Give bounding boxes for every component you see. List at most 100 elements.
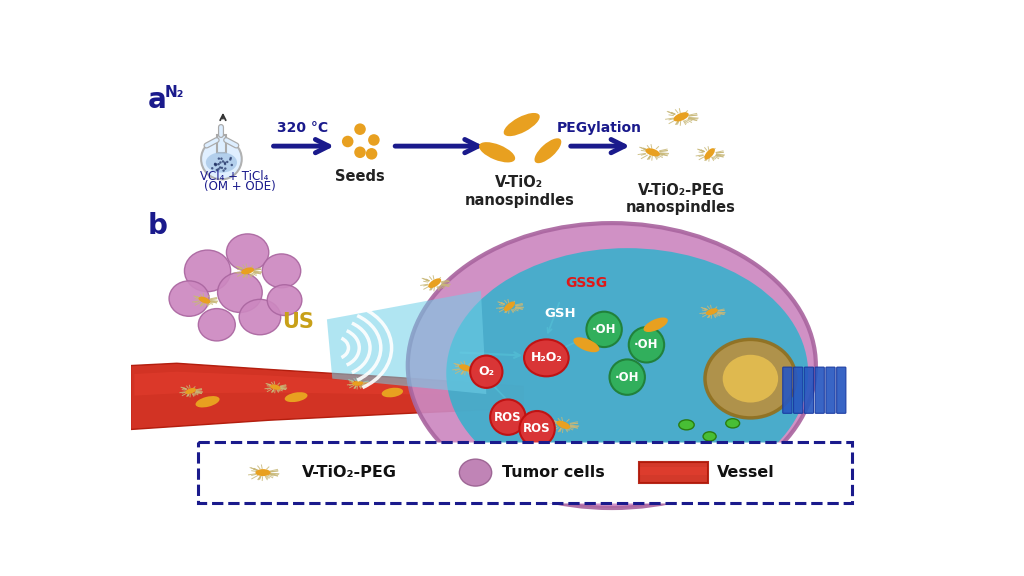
Ellipse shape [460, 459, 492, 486]
Polygon shape [327, 291, 486, 394]
Ellipse shape [706, 308, 718, 315]
Ellipse shape [573, 338, 599, 353]
Ellipse shape [428, 278, 441, 288]
Circle shape [221, 166, 223, 169]
Circle shape [366, 148, 378, 160]
Circle shape [470, 355, 503, 388]
Text: H₂O₂: H₂O₂ [530, 351, 562, 365]
Circle shape [368, 134, 380, 146]
Circle shape [354, 146, 366, 158]
Circle shape [214, 163, 216, 165]
Circle shape [224, 163, 226, 165]
Ellipse shape [446, 248, 808, 498]
Circle shape [214, 164, 217, 166]
Circle shape [629, 327, 665, 362]
Ellipse shape [723, 355, 778, 403]
Ellipse shape [185, 388, 196, 394]
Ellipse shape [241, 267, 254, 274]
FancyBboxPatch shape [804, 367, 813, 414]
FancyBboxPatch shape [837, 367, 846, 414]
Text: O₂: O₂ [478, 365, 495, 378]
Polygon shape [134, 372, 519, 396]
Ellipse shape [285, 392, 307, 402]
FancyBboxPatch shape [815, 367, 824, 414]
Ellipse shape [196, 396, 219, 407]
Ellipse shape [255, 469, 270, 476]
Ellipse shape [524, 339, 568, 376]
Text: ·OH: ·OH [592, 323, 616, 336]
Ellipse shape [643, 317, 668, 332]
Ellipse shape [674, 112, 689, 122]
FancyBboxPatch shape [826, 367, 836, 414]
Circle shape [222, 169, 225, 172]
Ellipse shape [556, 420, 570, 429]
Text: ·OH: ·OH [615, 370, 639, 384]
Circle shape [218, 157, 220, 160]
Text: GSSG: GSSG [565, 276, 607, 290]
Ellipse shape [408, 223, 816, 508]
Ellipse shape [199, 309, 236, 341]
Circle shape [519, 411, 555, 446]
Ellipse shape [217, 272, 262, 312]
FancyBboxPatch shape [782, 367, 792, 414]
Circle shape [230, 164, 233, 166]
FancyBboxPatch shape [199, 442, 852, 503]
Text: ·OH: ·OH [634, 338, 658, 351]
Ellipse shape [504, 301, 515, 311]
Ellipse shape [240, 300, 281, 335]
Circle shape [219, 161, 221, 164]
Ellipse shape [535, 138, 561, 163]
Circle shape [354, 123, 366, 135]
Text: Tumor cells: Tumor cells [502, 465, 604, 480]
Text: V-TiO₂
nanospindles: V-TiO₂ nanospindles [465, 175, 574, 208]
Ellipse shape [705, 339, 796, 418]
Circle shape [220, 157, 222, 160]
Circle shape [609, 359, 645, 395]
Ellipse shape [352, 381, 364, 386]
Ellipse shape [645, 148, 659, 156]
Circle shape [222, 160, 224, 162]
Text: (OM + ODE): (OM + ODE) [205, 180, 276, 192]
Circle shape [215, 163, 218, 166]
Ellipse shape [504, 113, 540, 136]
Circle shape [217, 168, 220, 170]
Ellipse shape [206, 152, 237, 173]
Ellipse shape [382, 388, 403, 397]
Text: Seeds: Seeds [335, 169, 385, 184]
Circle shape [224, 168, 226, 170]
Circle shape [229, 157, 232, 159]
Ellipse shape [169, 281, 209, 316]
Text: a: a [147, 86, 166, 114]
Circle shape [216, 169, 218, 171]
Circle shape [217, 163, 220, 165]
FancyBboxPatch shape [794, 367, 803, 414]
Ellipse shape [270, 384, 281, 390]
Ellipse shape [679, 420, 694, 430]
Text: US: US [283, 312, 314, 332]
Circle shape [226, 161, 228, 163]
Text: Vessel: Vessel [717, 465, 775, 480]
Circle shape [211, 167, 213, 169]
Ellipse shape [199, 297, 211, 304]
Ellipse shape [703, 432, 716, 441]
Text: b: b [147, 211, 167, 240]
Ellipse shape [726, 419, 739, 428]
Circle shape [342, 136, 353, 147]
Circle shape [223, 161, 226, 164]
Polygon shape [639, 462, 708, 483]
Text: GSH: GSH [545, 308, 577, 320]
Text: ROS: ROS [523, 422, 551, 435]
Circle shape [219, 166, 221, 169]
Circle shape [587, 312, 622, 347]
Circle shape [229, 158, 231, 161]
Text: N₂: N₂ [165, 85, 184, 100]
Polygon shape [131, 363, 523, 430]
Text: V-TiO₂-PEG: V-TiO₂-PEG [301, 465, 396, 480]
Polygon shape [640, 467, 707, 475]
Ellipse shape [705, 148, 715, 160]
Text: VCl₄ + TiCl₄: VCl₄ + TiCl₄ [200, 170, 268, 183]
Circle shape [490, 399, 525, 435]
Text: 320 °C: 320 °C [278, 122, 329, 135]
Ellipse shape [262, 254, 301, 288]
Ellipse shape [459, 364, 472, 372]
